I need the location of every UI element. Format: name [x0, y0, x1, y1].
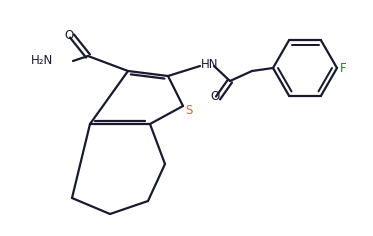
- Text: F: F: [340, 62, 347, 75]
- Text: O: O: [65, 29, 73, 42]
- Text: HN: HN: [201, 59, 219, 72]
- Text: S: S: [185, 105, 192, 118]
- Text: O: O: [210, 90, 220, 103]
- Text: H₂N: H₂N: [31, 55, 53, 67]
